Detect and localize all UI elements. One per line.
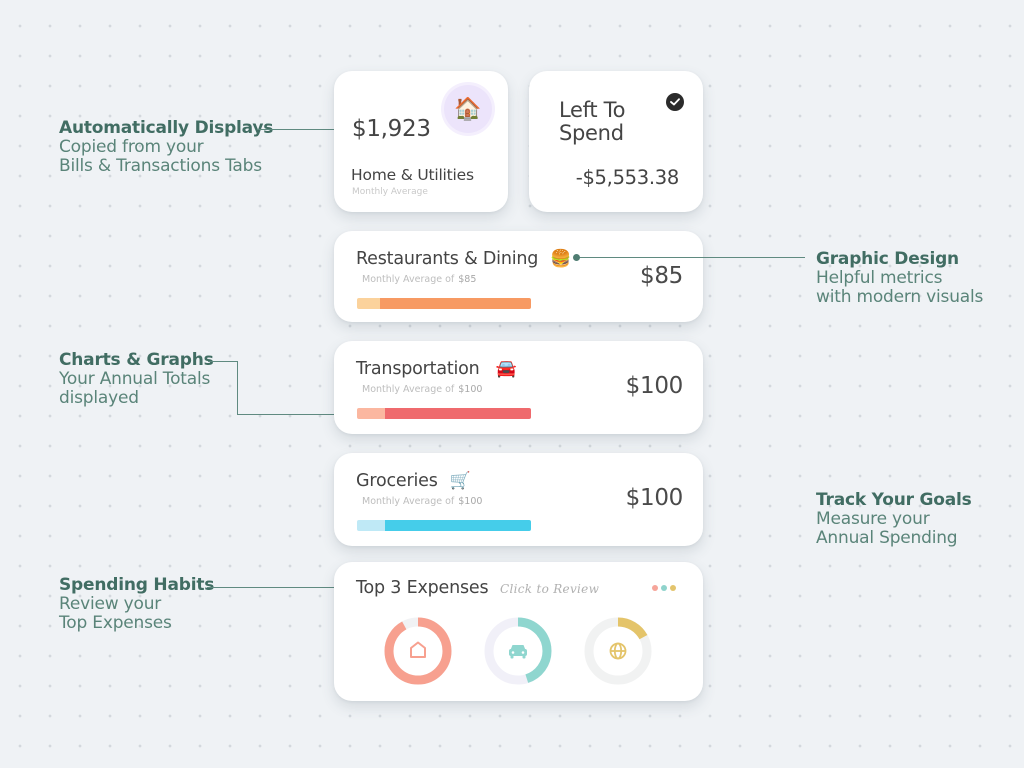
category-amount: $85 [640,263,683,289]
car-icon [509,645,527,659]
connector-line [208,361,237,362]
transportation-card[interactable]: Transportation 🚘 Monthly Average of $100 … [334,341,703,434]
cart-icon: 🛒 [449,471,471,491]
sub-value: $85 [458,274,477,285]
left-to-spend-title: Left To Spend [559,98,626,145]
category-title: Groceries 🛒 [356,471,471,491]
annotation-graphic-design: Graphic Design Helpful metrics with mode… [816,250,983,307]
dot [652,585,658,591]
sub-prefix: Monthly Average of [362,384,455,395]
annotation-line: displayed [59,388,139,408]
annotation-line: Annual Spending [816,528,958,548]
dot [670,585,676,591]
annotation-spending-habits: Spending Habits Review your Top Expenses [59,576,214,633]
dot [661,585,667,591]
connector-line [577,257,805,258]
category-title: Transportation 🚘 [356,359,517,379]
annotation-track-goals: Track Your Goals Measure your Annual Spe… [816,491,972,548]
connector-line [237,414,342,415]
home-label: Home & Utilities [351,166,474,184]
annotation-title: Automatically Displays [59,118,274,138]
sub-value: $100 [458,496,483,507]
annotation-line: Review your [59,594,162,614]
house-emoji: 🏠 [454,96,482,122]
car-expense-ring[interactable] [484,617,552,685]
connector-line [207,587,342,588]
check-circle-icon[interactable] [666,93,684,111]
category-title: Restaurants & Dining 🍔 [356,249,571,269]
house-icon [410,641,426,658]
annotation-title: Spending Habits [59,575,215,595]
sub-prefix: Monthly Average of [362,274,455,285]
house-icon: 🏠 [444,85,492,133]
left-to-spend-card[interactable]: Left To Spend -$5,553.38 [529,71,703,212]
restaurants-card[interactable]: Restaurants & Dining 🍔 Monthly Average o… [334,231,703,322]
annotation-line: Copied from your [59,137,204,157]
progress-bar [357,520,531,531]
connector-dot [573,254,580,261]
category-label: Restaurants & Dining [356,249,539,269]
category-label: Transportation [356,359,480,379]
category-subtitle: Monthly Average of $100 [362,384,482,395]
home-sublabel: Monthly Average [352,187,428,197]
burger-icon: 🍔 [550,249,572,269]
category-amount: $100 [625,485,684,511]
bar-segment-light [357,520,385,531]
connector-line [257,129,342,130]
click-to-review-link[interactable]: Click to Review [500,582,600,596]
annotation-line: Measure your [816,509,930,529]
top-expenses-title: Top 3 Expenses [356,578,489,598]
sub-value: $100 [458,384,483,395]
sub-prefix: Monthly Average of [362,496,455,507]
progress-bar [357,298,531,309]
category-subtitle: Monthly Average of $85 [362,274,476,285]
home-utilities-card[interactable]: $1,923 🏠 Home & Utilities Monthly Averag… [334,71,508,212]
groceries-card[interactable]: Groceries 🛒 Monthly Average of $100 $100 [334,453,703,546]
category-subtitle: Monthly Average of $100 [362,496,482,507]
bar-segment-main [384,520,531,531]
progress-bar [357,408,531,419]
annotation-title: Graphic Design [816,249,959,269]
annotation-title: Track Your Goals [816,490,972,510]
annotation-line: Bills & Transactions Tabs [59,156,262,176]
car-icon: 🚘 [495,359,517,379]
more-options-icon[interactable] [652,585,676,591]
annotation-line: Helpful metrics [816,268,943,288]
bar-segment-main [379,298,531,309]
globe-expense-ring[interactable] [584,617,652,685]
annotation-automatically-displays: Automatically Displays Copied from your … [59,119,273,176]
bar-segment-light [357,408,385,419]
annotation-line: Your Annual Totals [59,369,211,389]
category-amount: $100 [625,373,684,399]
bar-segment-light [357,298,380,309]
globe-icon [609,642,627,660]
annotation-line: with modern visuals [816,287,984,307]
title-line: Left To [559,98,626,122]
left-to-spend-amount: -$5,553.38 [575,166,680,189]
annotation-title: Charts & Graphs [59,350,214,370]
top-expenses-card[interactable]: Top 3 Expenses Click to Review [334,562,703,701]
annotation-line: Top Expenses [59,613,172,633]
home-amount: $1,923 [352,116,431,142]
title-line: Spend [559,121,624,145]
category-label: Groceries [356,471,438,491]
bar-segment-main [384,408,531,419]
home-expense-ring[interactable] [384,617,452,685]
annotation-charts-graphs: Charts & Graphs Your Annual Totals displ… [59,351,214,408]
connector-line [237,361,238,415]
